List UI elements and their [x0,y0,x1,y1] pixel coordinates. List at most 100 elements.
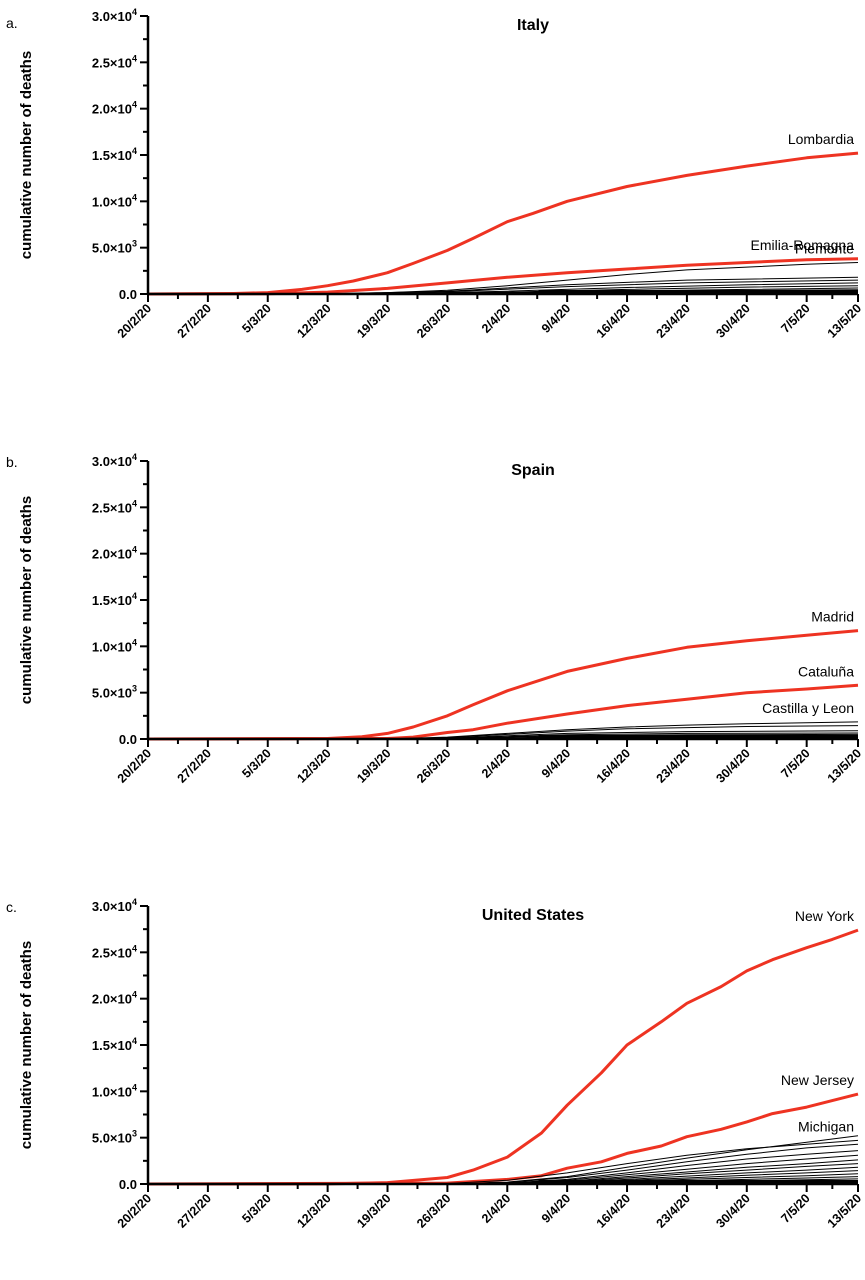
x-tick-label: 9/4/20 [539,301,574,336]
y-tick-exponent: 4 [132,146,137,156]
y-axis-title: cumulative number of deaths [18,941,35,1149]
y-tick-label: 5.0×103 [92,684,137,701]
y-tick-exponent: 3 [132,239,137,249]
chart-title: Italy [517,17,549,34]
x-tick-label: 2/4/20 [479,301,514,336]
y-tick-label: 5.0×103 [92,239,137,256]
series-label: Emilia-Romagna [751,237,855,253]
y-tick-mantissa: 2.5×10 [92,55,132,70]
x-tick-label: 23/4/20 [654,1191,693,1230]
y-tick-mantissa: 1.5×10 [92,593,132,608]
y-tick-exponent: 4 [132,100,137,110]
y-tick-exponent: 3 [132,1129,137,1139]
x-tick-label: 26/3/20 [414,746,453,785]
x-tick-label: 27/2/20 [175,301,214,340]
y-tick-label: 0.0 [119,287,137,302]
y-tick-exponent: 4 [132,943,137,953]
series-line-other [147,1143,859,1185]
x-tick-label: 23/4/20 [654,301,693,340]
x-tick-label: 20/2/20 [115,746,154,785]
x-tick-label: 12/3/20 [294,1191,333,1230]
y-tick-mantissa: 2.5×10 [92,500,132,515]
series-label: New York [795,908,855,924]
y-tick-mantissa: 5.0×10 [92,1131,132,1146]
y-tick-label: 1.5×104 [92,1036,137,1053]
series-line-other [147,1135,859,1185]
y-tick-exponent: 4 [132,53,137,63]
series-line-highlighted [147,629,859,741]
x-tick-label: 7/5/20 [778,301,813,336]
x-tick-label: 5/3/20 [239,746,274,781]
y-tick-label: 2.5×104 [92,943,137,960]
x-tick-label: 26/3/20 [414,301,453,340]
panel-letter: b. [6,454,18,470]
x-tick-label: 19/3/20 [354,1191,393,1230]
y-tick-mantissa: 1.5×10 [92,1038,132,1053]
y-tick-label: 0.0 [119,732,137,747]
series-label: New Jersey [781,1072,854,1088]
y-tick-label: 1.0×104 [92,1082,137,1099]
y-tick-exponent: 4 [132,7,137,17]
series-line-highlighted [147,1092,859,1186]
y-tick-label: 5.0×103 [92,1129,137,1146]
x-tick-label: 9/4/20 [539,746,574,781]
x-tick-label: 7/5/20 [778,1191,813,1226]
y-tick-exponent: 4 [132,637,137,647]
x-tick-label: 9/4/20 [539,1191,574,1226]
y-tick-exponent: 4 [132,591,137,601]
x-tick-label: 30/4/20 [714,301,753,340]
y-tick-label: 0.0 [119,1177,137,1192]
y-tick-exponent: 4 [132,498,137,508]
series-label: Madrid [811,609,854,625]
series-label: Piemonte [795,240,854,256]
y-axis-title: cumulative number of deaths [18,496,35,704]
y-tick-exponent: 4 [132,452,137,462]
x-tick-label: 13/5/20 [825,1191,864,1230]
chart-panel: c. United States cumulative number of deat… [6,897,864,1231]
y-tick-mantissa: 3.0×10 [92,454,132,469]
x-tick-label: 5/3/20 [239,301,274,336]
y-tick-label: 1.0×104 [92,192,137,209]
y-tick-label: 1.5×104 [92,591,137,608]
y-tick-mantissa: 1.5×10 [92,148,132,163]
x-tick-label: 2/4/20 [479,1191,514,1226]
y-tick-label: 2.0×104 [92,100,137,117]
y-tick-mantissa: 1.0×10 [92,194,132,209]
x-tick-label: 16/4/20 [594,301,633,340]
y-tick-label: 2.0×104 [92,990,137,1007]
x-tick-label: 23/4/20 [654,746,693,785]
x-tick-label: 7/5/20 [778,746,813,781]
series-label: Castilla y Leon [762,700,854,716]
series-line-highlighted [147,928,859,1186]
panel-letter: a. [6,15,18,31]
y-tick-exponent: 4 [132,1082,137,1092]
y-tick-mantissa: 5.0×10 [92,241,132,256]
y-tick-mantissa: 0.0 [119,287,137,302]
chart-panel: a. Italy cumulative number of deaths Lombar… [6,7,864,341]
y-tick-mantissa: 2.0×10 [92,547,132,562]
x-tick-label: 27/2/20 [175,1191,214,1230]
x-tick-label: 19/3/20 [354,301,393,340]
series-line-labeled [147,1139,859,1185]
y-tick-mantissa: 1.0×10 [92,639,132,654]
y-tick-exponent: 4 [132,990,137,1000]
y-axis-title: cumulative number of deaths [18,51,35,259]
y-tick-mantissa: 1.0×10 [92,1084,132,1099]
y-tick-mantissa: 2.5×10 [92,945,132,960]
series-label: Michigan [798,1118,854,1134]
y-tick-exponent: 4 [132,897,137,907]
panel-letter: c. [6,899,17,915]
x-tick-label: 30/4/20 [714,1191,753,1230]
y-tick-mantissa: 2.0×10 [92,102,132,117]
y-tick-exponent: 4 [132,545,137,555]
y-tick-label: 2.0×104 [92,545,137,562]
y-tick-label: 1.5×104 [92,146,137,163]
y-tick-exponent: 3 [132,684,137,694]
y-tick-mantissa: 5.0×10 [92,686,132,701]
chart-title: United States [482,907,584,924]
y-tick-exponent: 4 [132,1036,137,1046]
x-tick-label: 16/4/20 [594,746,633,785]
y-tick-mantissa: 2.0×10 [92,992,132,1007]
x-tick-label: 13/5/20 [825,301,864,340]
